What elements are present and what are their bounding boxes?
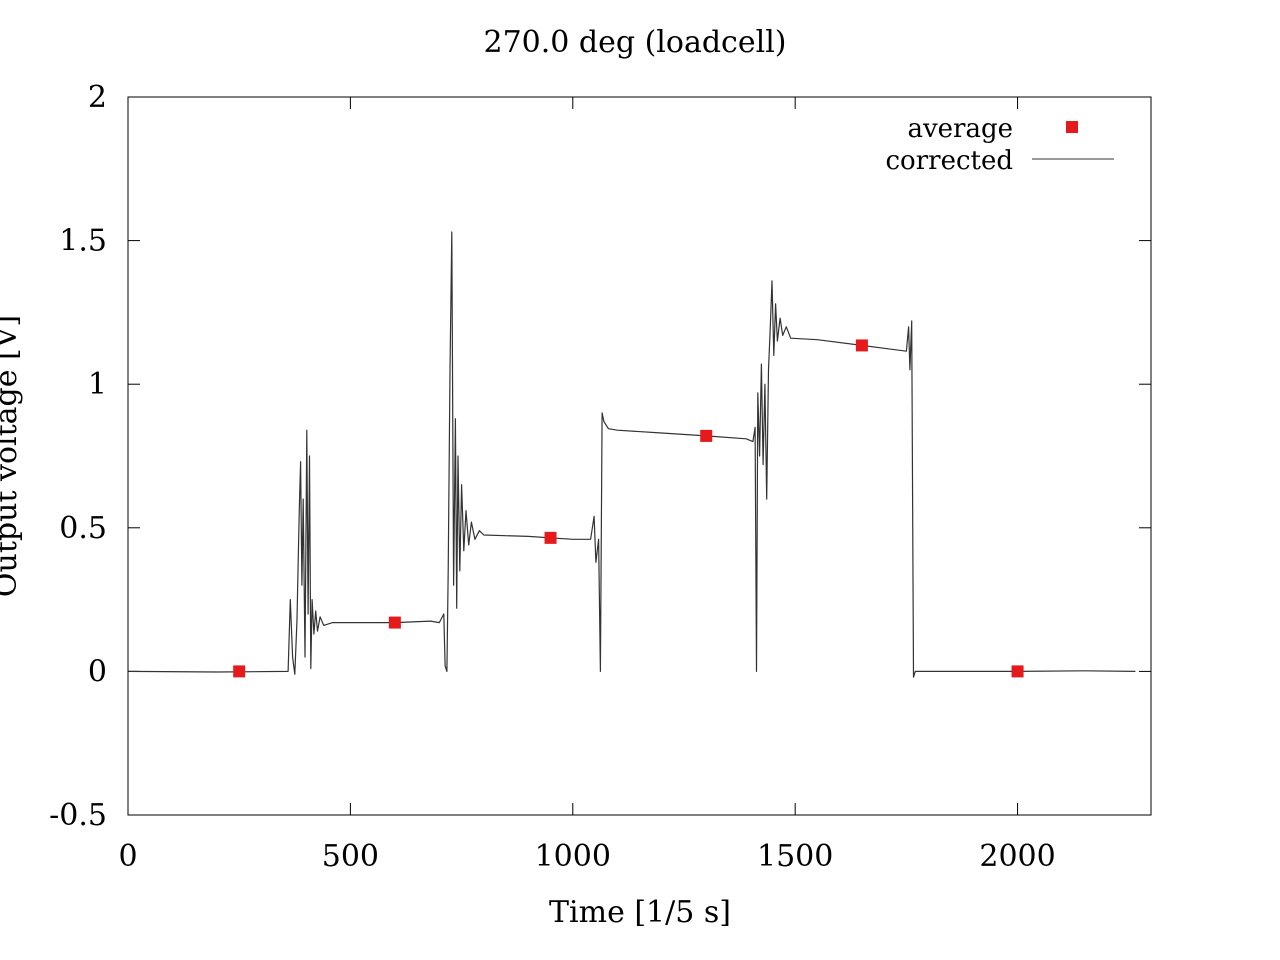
y-axis-label: Output voltage [V] [0, 315, 24, 597]
x-tick-labels: 0 500 1000 1500 2000 [118, 839, 1055, 874]
x-axis-label: Time [1/5 s] [549, 895, 731, 930]
x-tick-label: 2000 [979, 839, 1055, 874]
x-tick-label: 1000 [535, 839, 611, 874]
legend: average corrected [886, 114, 1114, 176]
plot-area [127, 231, 1136, 678]
y-tick-label: 2 [88, 80, 107, 115]
series-line-corrected [127, 231, 1136, 678]
average-point [700, 429, 713, 442]
y-tick-label: -0.5 [49, 798, 107, 833]
legend-label-average: average [907, 114, 1013, 144]
average-point [1011, 665, 1024, 678]
y-tick-label: 0 [88, 654, 107, 689]
axis-ticks [127, 96, 1151, 816]
x-tick-label: 500 [322, 839, 379, 874]
x-tick-label: 1500 [757, 839, 833, 874]
plot-frame [127, 96, 1152, 816]
legend-marker-average [1066, 121, 1078, 133]
average-point [855, 339, 868, 352]
legend-label-corrected: corrected [886, 146, 1014, 176]
y-tick-label: 0.5 [59, 511, 107, 546]
average-point [233, 665, 246, 678]
y-tick-label: 1.5 [59, 224, 107, 259]
average-point [388, 616, 401, 629]
y-tick-label: 1 [88, 367, 107, 402]
x-tick-label: 0 [118, 839, 137, 874]
chart-title: 270.0 deg (loadcell) [483, 25, 786, 60]
y-tick-labels: -0.5 0 0.5 1 1.5 2 [49, 80, 107, 833]
average-point [544, 531, 557, 544]
